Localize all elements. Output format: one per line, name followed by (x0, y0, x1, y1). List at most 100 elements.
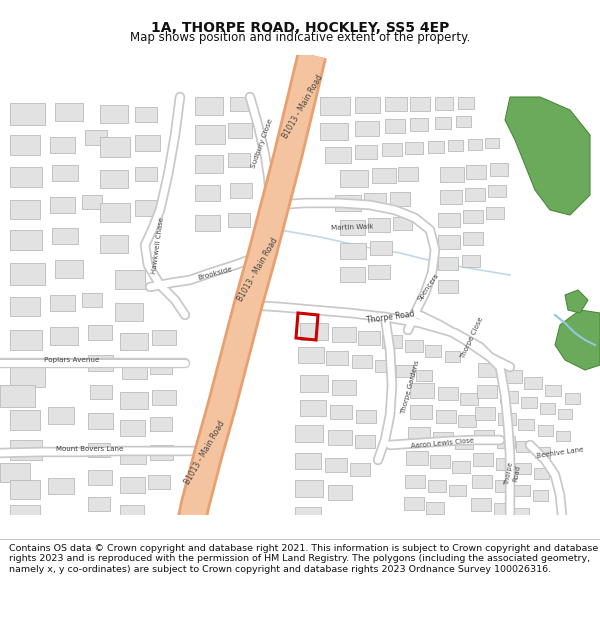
Polygon shape (332, 380, 356, 395)
Polygon shape (565, 290, 588, 313)
Polygon shape (398, 167, 418, 181)
Polygon shape (513, 508, 529, 519)
Polygon shape (460, 393, 478, 405)
Text: Poplars Avenue: Poplars Avenue (44, 357, 100, 363)
Polygon shape (410, 383, 434, 398)
Polygon shape (438, 257, 458, 270)
Polygon shape (152, 390, 176, 405)
Polygon shape (115, 270, 145, 289)
Polygon shape (426, 502, 444, 514)
Polygon shape (355, 145, 377, 159)
Text: Beehive Lane: Beehive Lane (536, 447, 584, 459)
Text: B1013 - Main Road: B1013 - Main Road (281, 74, 325, 141)
Polygon shape (475, 407, 495, 420)
Text: B1013 - Main Road: B1013 - Main Road (236, 237, 280, 303)
Text: Thorpe
Road: Thorpe Road (505, 460, 521, 486)
Polygon shape (428, 480, 446, 492)
Polygon shape (100, 203, 130, 222)
Polygon shape (10, 330, 42, 350)
Polygon shape (438, 280, 458, 293)
Polygon shape (515, 463, 531, 474)
Polygon shape (298, 347, 324, 363)
Polygon shape (474, 430, 494, 443)
Polygon shape (350, 463, 370, 476)
Polygon shape (518, 419, 534, 430)
Polygon shape (495, 480, 513, 492)
Polygon shape (498, 413, 516, 425)
Polygon shape (396, 365, 414, 377)
Text: Thorpe Road: Thorpe Road (365, 309, 415, 325)
Polygon shape (100, 137, 130, 157)
Polygon shape (405, 142, 423, 154)
Polygon shape (120, 392, 148, 409)
Polygon shape (300, 400, 326, 416)
Polygon shape (48, 478, 74, 494)
Polygon shape (497, 436, 515, 448)
Polygon shape (555, 310, 600, 370)
Polygon shape (88, 470, 112, 485)
Polygon shape (100, 235, 128, 253)
Polygon shape (228, 153, 250, 167)
Polygon shape (300, 323, 328, 340)
Polygon shape (502, 370, 522, 383)
Text: Thorpe Gardens: Thorpe Gardens (400, 359, 420, 415)
Polygon shape (364, 193, 386, 207)
Polygon shape (10, 440, 42, 460)
Polygon shape (440, 190, 462, 204)
Polygon shape (295, 425, 323, 442)
Polygon shape (152, 330, 176, 345)
Polygon shape (440, 167, 464, 182)
Polygon shape (514, 485, 530, 496)
Polygon shape (48, 407, 74, 424)
Polygon shape (416, 370, 432, 381)
Polygon shape (88, 413, 113, 429)
Polygon shape (332, 327, 356, 342)
Polygon shape (358, 331, 380, 345)
Polygon shape (516, 441, 532, 452)
Polygon shape (455, 437, 473, 449)
Text: Hawkwell Chase: Hawkwell Chase (151, 216, 165, 274)
Polygon shape (115, 303, 143, 321)
Polygon shape (370, 241, 392, 255)
Polygon shape (496, 458, 514, 470)
Polygon shape (150, 445, 173, 460)
Polygon shape (540, 403, 555, 414)
Polygon shape (410, 118, 428, 131)
Polygon shape (88, 355, 113, 371)
Text: 1A, THORPE ROAD, HOCKLEY, SS5 4EP: 1A, THORPE ROAD, HOCKLEY, SS5 4EP (151, 21, 449, 34)
Polygon shape (120, 448, 146, 464)
Polygon shape (436, 410, 456, 423)
Polygon shape (390, 192, 410, 206)
Polygon shape (405, 340, 423, 352)
Polygon shape (135, 200, 160, 216)
Polygon shape (340, 243, 366, 259)
Text: Thorpe Close: Thorpe Close (460, 316, 484, 360)
Polygon shape (50, 137, 75, 153)
Polygon shape (55, 103, 83, 121)
Polygon shape (326, 351, 348, 365)
Polygon shape (448, 140, 463, 151)
Text: Contains OS data © Crown copyright and database right 2021. This information is : Contains OS data © Crown copyright and d… (9, 544, 598, 574)
Polygon shape (300, 375, 328, 392)
Polygon shape (85, 130, 107, 145)
Polygon shape (558, 409, 572, 419)
Polygon shape (438, 213, 460, 227)
Polygon shape (449, 485, 466, 496)
Polygon shape (195, 155, 223, 173)
Polygon shape (472, 475, 492, 488)
Polygon shape (430, 455, 450, 468)
Polygon shape (382, 143, 402, 156)
Polygon shape (50, 295, 75, 311)
Polygon shape (355, 97, 380, 113)
Polygon shape (452, 461, 470, 473)
Polygon shape (10, 167, 42, 187)
Polygon shape (10, 297, 40, 316)
Polygon shape (435, 117, 451, 129)
Polygon shape (120, 420, 145, 436)
Polygon shape (50, 197, 75, 213)
Polygon shape (438, 387, 458, 400)
Polygon shape (477, 385, 497, 398)
Polygon shape (490, 163, 508, 176)
Text: Spencers: Spencers (416, 272, 440, 302)
Polygon shape (195, 125, 225, 144)
